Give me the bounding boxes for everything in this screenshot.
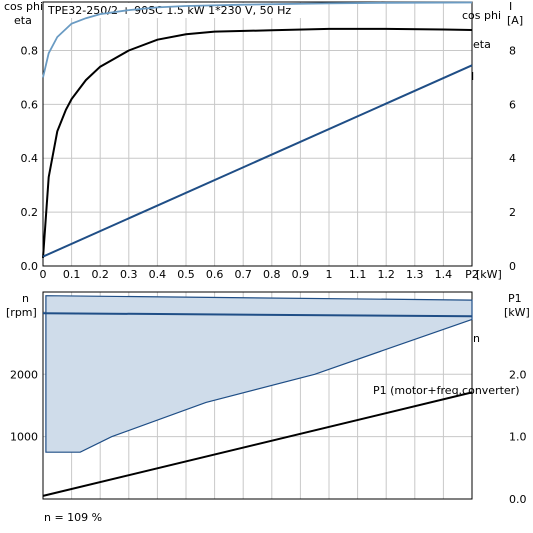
speed-percentage-note: n = 109 % bbox=[44, 511, 102, 524]
top-x-tick-label: P2 bbox=[465, 268, 479, 281]
top-x-tick-label: 1.3 bbox=[406, 268, 424, 281]
bottom-right-tick-label: 1.0 bbox=[509, 431, 527, 444]
top-left-axis-label-cosphi: cos phi bbox=[4, 0, 43, 13]
bottom-plot-frame bbox=[42, 291, 473, 500]
top-right-tick-label: 8 bbox=[509, 44, 516, 57]
top-x-tick-label: 0.8 bbox=[263, 268, 281, 281]
eta-series-label: eta bbox=[473, 38, 491, 51]
speed-series-line bbox=[42, 312, 473, 318]
top-x-tick-label: 0.9 bbox=[292, 268, 310, 281]
bottom-right-tick-label: 2.0 bbox=[509, 368, 527, 381]
top-x-tick-label: 0.7 bbox=[234, 268, 252, 281]
bottom-left-tick-label: 2000 bbox=[10, 368, 38, 381]
top-x-tick-label: 1.1 bbox=[349, 268, 367, 281]
top-x-tick-label: 0.5 bbox=[177, 268, 195, 281]
top-x-tick-label: 1.4 bbox=[435, 268, 453, 281]
top-x-tick-label: 0.2 bbox=[91, 268, 109, 281]
bottom-right-axis-label-p1: P1 bbox=[508, 292, 522, 305]
bottom-left-axis-label-n: n bbox=[22, 292, 29, 305]
top-gridlines bbox=[42, 2, 473, 267]
top-right-tick-label: 6 bbox=[509, 98, 516, 111]
top-left-tick-label: 0.4 bbox=[21, 152, 39, 165]
top-x-tick-label: 1 bbox=[326, 268, 333, 281]
bottom-left-tick-labels: 1000 2000 bbox=[10, 368, 38, 443]
top-x-tick-labels: 0 0.1 0.2 0.3 0.4 0.5 0.6 0.7 0.8 0.9 1 1.1 1.2 1.3 1.… bbox=[40, 268, 502, 281]
top-left-tick-label: 0.6 bbox=[21, 98, 39, 111]
top-right-tick-labels: 0 2 4 6 8 bbox=[509, 44, 516, 273]
speed-range-area bbox=[45, 295, 473, 453]
top-right-tick-label: 4 bbox=[509, 152, 516, 165]
top-x-unit-label: [kW] bbox=[476, 268, 502, 281]
top-plot-frame bbox=[42, 1, 473, 267]
p1-series-label: P1 (motor+freq.converter) bbox=[373, 384, 520, 397]
top-left-tick-labels: 0.0 0.2 0.4 0.6 0.8 bbox=[21, 44, 39, 273]
top-x-tick-label: 0 bbox=[40, 268, 47, 281]
bottom-right-tick-labels: 0.0 1.0 2.0 bbox=[509, 368, 527, 506]
top-title-background bbox=[44, 3, 304, 18]
top-right-axis-label-current: I bbox=[509, 0, 512, 13]
top-left-tick-label: 0.0 bbox=[21, 260, 39, 273]
top-left-axis-label-eta: eta bbox=[14, 14, 32, 27]
cosphi-series-label: cos phi bbox=[462, 9, 501, 22]
bottom-right-tick-label: 0.0 bbox=[509, 493, 527, 506]
speed-series-label: n bbox=[473, 332, 480, 345]
top-x-tick-label: 0.4 bbox=[149, 268, 167, 281]
top-right-tick-label: 2 bbox=[509, 206, 516, 219]
top-x-tick-label: 0.6 bbox=[206, 268, 224, 281]
bottom-right-axis-unit: [kW] bbox=[504, 306, 530, 319]
cosphi-series-line bbox=[42, 1, 473, 78]
top-x-tick-label: 1.2 bbox=[377, 268, 395, 281]
eta-series-line bbox=[42, 27, 473, 258]
top-left-tick-label: 0.2 bbox=[21, 206, 39, 219]
top-left-tick-label: 0.8 bbox=[21, 44, 39, 57]
current-series-label: I bbox=[471, 70, 474, 83]
top-right-tick-label: 0 bbox=[509, 260, 516, 273]
current-series-line bbox=[42, 64, 473, 258]
top-x-tick-label: 0.1 bbox=[63, 268, 81, 281]
top-x-tick-label: 0.3 bbox=[120, 268, 138, 281]
p1-series-line bbox=[42, 391, 473, 497]
top-right-axis-unit: [A] bbox=[507, 14, 523, 27]
bottom-left-axis-unit: [rpm] bbox=[6, 306, 37, 319]
bottom-left-tick-label: 1000 bbox=[10, 431, 38, 444]
